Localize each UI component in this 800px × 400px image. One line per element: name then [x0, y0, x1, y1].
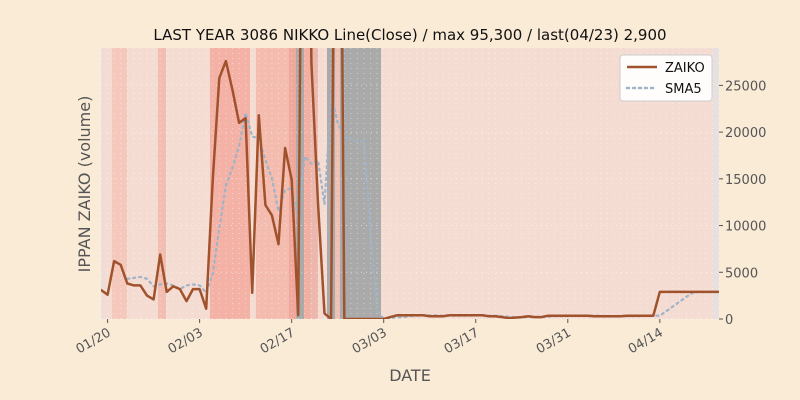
- legend-zaiko-label: ZAIKO: [665, 61, 705, 76]
- y-tick-label: 0: [725, 313, 733, 328]
- y-tick-label: 20000: [725, 126, 766, 141]
- x-tick-label: 01/20: [74, 325, 114, 357]
- background-band: [101, 48, 104, 319]
- y-tick-label: 5000: [725, 266, 758, 281]
- x-tick-label: 03/17: [442, 325, 482, 357]
- x-tick-label: 04/14: [626, 325, 666, 357]
- y-tick-label: 15000: [725, 173, 766, 188]
- x-tick-label: 02/03: [166, 325, 206, 357]
- y-tick-label: 25000: [725, 79, 766, 94]
- background-band: [335, 48, 340, 319]
- grid: [100, 48, 720, 320]
- series-lines: [101, 48, 719, 319]
- y-tick-label: 10000: [725, 220, 766, 235]
- background-band: [158, 48, 166, 319]
- plot-background: [101, 48, 719, 319]
- background-band: [340, 48, 381, 319]
- series-line-zaiko: [101, 48, 719, 319]
- background-band: [713, 48, 719, 319]
- x-tick-label: 03/03: [350, 325, 390, 357]
- x-tick-label: 02/17: [258, 325, 298, 357]
- background-band: [304, 48, 310, 319]
- chart-title: LAST YEAR 3086 NIKKO Line(Close) / max 9…: [153, 26, 666, 44]
- x-axis-label: DATE: [389, 366, 431, 385]
- plot-area: 0 5000 10000 15000 20000 25000 01/20 02/03 02/17…: [74, 48, 766, 357]
- legend-sma5-label: SMA5: [665, 82, 702, 97]
- background-band: [310, 48, 318, 319]
- background-band: [112, 48, 127, 319]
- background-band: [210, 48, 250, 319]
- legend: ZAIKO SMA5: [619, 54, 713, 102]
- y-axis-label: IPPAN ZAIKO (volume): [75, 96, 94, 273]
- x-tick-label: 03/31: [534, 325, 574, 357]
